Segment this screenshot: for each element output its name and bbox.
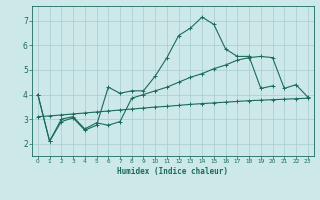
- X-axis label: Humidex (Indice chaleur): Humidex (Indice chaleur): [117, 167, 228, 176]
